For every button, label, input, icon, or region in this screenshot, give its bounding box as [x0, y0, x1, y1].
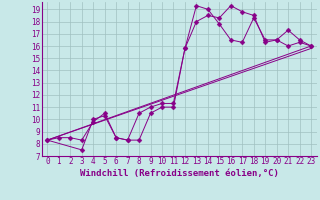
X-axis label: Windchill (Refroidissement éolien,°C): Windchill (Refroidissement éolien,°C): [80, 169, 279, 178]
